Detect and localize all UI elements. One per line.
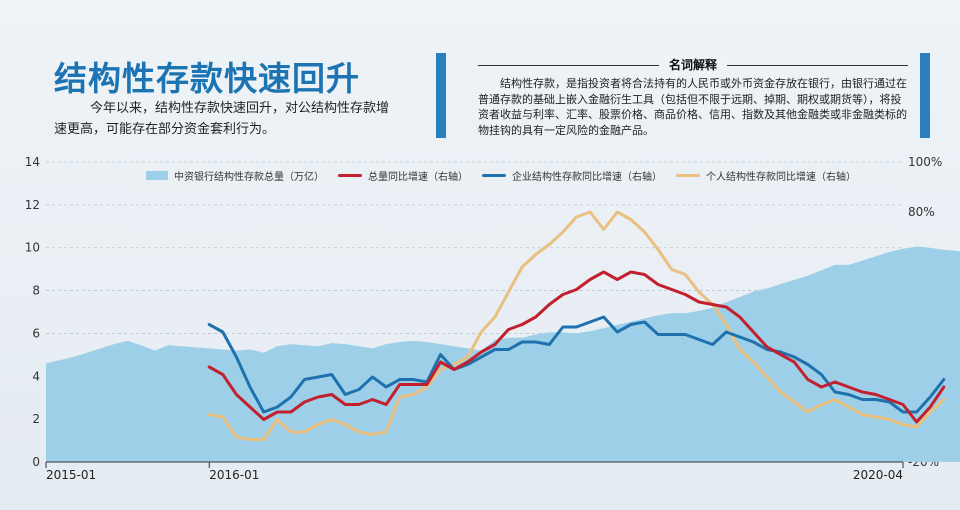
y-left-tick-label: 10 — [25, 241, 40, 255]
y-left-tick-label: 0 — [32, 455, 40, 469]
chart-legend: 中资银行结构性存款总量（万亿） 总量同比增速（右轴） 企业结构性存款同比增速（右… — [146, 168, 856, 183]
legend-swatch-area — [146, 170, 168, 180]
legend-item-total-deposits: 中资银行结构性存款总量（万亿） — [146, 168, 324, 183]
accent-bar-right — [920, 53, 930, 138]
legend-item-personal-yoy: 个人结构性存款同比增速（右轴） — [676, 168, 856, 183]
y-right-tick-label: 80% — [908, 205, 935, 219]
y-left-tick-label: 2 — [32, 412, 40, 426]
legend-label: 总量同比增速（右轴） — [368, 171, 468, 183]
legend-item-total-yoy: 总量同比增速（右轴） — [338, 168, 468, 183]
x-tick-label: 2020-04 — [853, 468, 903, 482]
y-left-tick-label: 6 — [32, 326, 40, 340]
legend-swatch-line — [676, 173, 700, 177]
y-left-tick-label: 14 — [25, 155, 40, 169]
glossary-title: 名词解释 — [658, 56, 728, 73]
intro-text: 今年以来，结构性存款快速回升，对公结构性存款增速更高，可能存在部分资金套利行为。 — [54, 101, 390, 137]
y-right-tick-label: 100% — [908, 155, 942, 169]
y-left-tick-label: 12 — [25, 198, 40, 212]
series-line-corporate-yoy — [207, 315, 946, 414]
x-tick-label: 2016-01 — [209, 468, 259, 482]
glossary-header: 名词解释 — [478, 56, 908, 73]
legend-swatch-line — [482, 173, 506, 177]
y-left-tick-label: 8 — [32, 284, 40, 298]
accent-bar-left — [436, 53, 446, 138]
x-tick-label: 2015-01 — [46, 468, 96, 482]
glossary-text: 结构性存款，是指投资者将合法持有的人民币或外币资金存放在银行，由银行通过在普通存… — [478, 77, 907, 137]
series-line-total-yoy — [207, 270, 946, 424]
legend-item-corporate-yoy: 企业结构性存款同比增速（右轴） — [482, 168, 662, 183]
page-title: 结构性存款快速回升 — [54, 59, 360, 98]
legend-swatch-line — [338, 173, 362, 177]
legend-label: 个人结构性存款同比增速（右轴） — [706, 171, 856, 183]
legend-label: 企业结构性存款同比增速（右轴） — [512, 171, 662, 183]
legend-label: 中资银行结构性存款总量（万亿） — [174, 171, 324, 183]
series-line-personal-yoy — [207, 210, 946, 441]
y-left-tick-label: 4 — [32, 369, 40, 383]
